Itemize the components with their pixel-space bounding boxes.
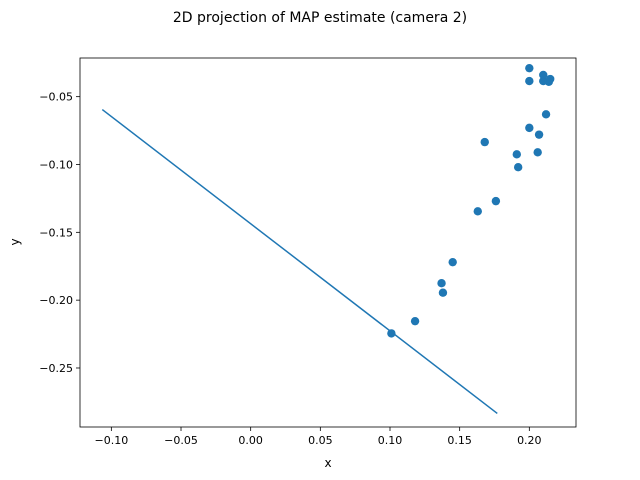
data-point <box>387 329 396 338</box>
data-point <box>437 278 446 288</box>
data-point <box>539 70 548 80</box>
x-tick-label: 0.20 <box>517 434 542 447</box>
data-point <box>512 150 521 159</box>
axis-ticks: −0.10 −0.05 0.00 0.05 0.10 0.15 0.20 −0.25 −0.20… <box>39 91 541 447</box>
projection-line <box>101 108 498 415</box>
y-tick-label: −0.20 <box>39 294 73 307</box>
data-point <box>533 148 542 157</box>
data-point <box>546 74 555 84</box>
axes-frame <box>79 57 577 428</box>
y-tick-label: −0.10 <box>39 158 73 171</box>
data-point <box>473 207 482 216</box>
data-point <box>534 130 544 139</box>
data-point <box>491 196 501 206</box>
data-point <box>480 137 489 147</box>
y-tick-label: −0.25 <box>39 362 73 375</box>
chart-title: 2D projection of MAP estimate (camera 2) <box>173 10 467 26</box>
data-point <box>525 63 534 73</box>
data-point <box>448 257 457 267</box>
plot-area <box>79 57 577 428</box>
y-tick-label: −0.15 <box>39 226 73 239</box>
x-tick-label: 0.05 <box>308 434 333 447</box>
data-point <box>513 163 523 172</box>
y-tick-label: −0.05 <box>39 91 73 104</box>
data-point <box>438 288 448 297</box>
data-point <box>541 110 551 119</box>
data-point <box>525 123 534 133</box>
x-tick-label: 0.00 <box>238 434 263 447</box>
x-tick-label: 0.10 <box>378 434 403 447</box>
x-tick-label: 0.15 <box>447 434 472 447</box>
data-point <box>525 76 534 86</box>
data-point <box>410 316 420 326</box>
data-series <box>101 63 555 415</box>
x-tick-label: −0.10 <box>94 434 128 447</box>
x-tick-label: −0.05 <box>164 434 198 447</box>
y-axis-label: y <box>8 238 22 245</box>
x-axis-label: x <box>324 456 331 470</box>
